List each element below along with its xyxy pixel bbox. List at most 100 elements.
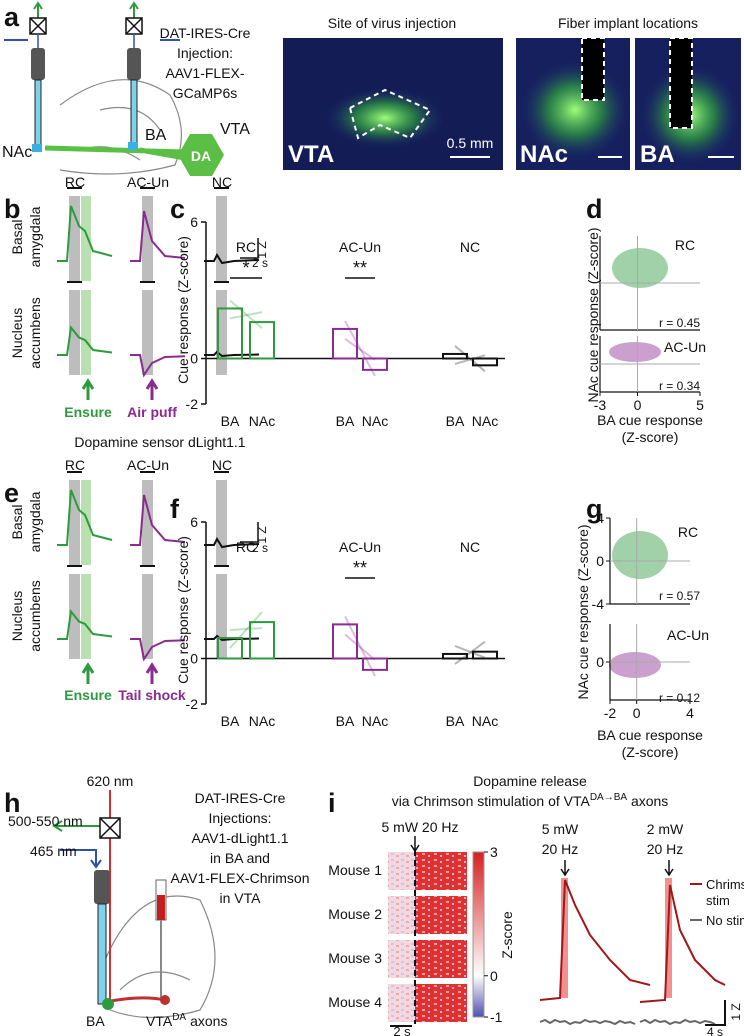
trace [57,325,113,356]
label: r = 0.57 [659,589,700,603]
label: AAV1-FLEX- [165,65,244,81]
shape [325,88,445,148]
label: Ensure [64,404,112,420]
label: RC [675,237,695,253]
pair-line [229,299,263,329]
group: Dopamine sensor dLight1.1 RC AC-Un NC Ba… [9,434,269,703]
label: r = 0.45 [659,316,700,330]
label: NAc cue response (Z-score) [585,227,601,402]
group-label: RC [236,539,256,555]
shape [561,878,568,998]
group [37,34,135,48]
significance: ** [353,558,367,578]
label: 1 Z [729,1003,743,1020]
group-label: NC [460,539,480,555]
shape [388,940,415,978]
shape [160,995,170,1005]
group [29,17,143,35]
cue-window [216,480,227,565]
label: f [170,494,180,524]
pair-line [344,320,376,377]
cue-window [142,290,153,375]
label: AAV1-dLight1.1 [191,830,288,846]
shape [125,17,143,35]
trace [130,638,186,662]
reward-window [81,290,91,375]
x-tick-label: NAc [249,713,275,729]
shape [59,79,183,175]
y-tick-label: 6 [190,514,198,530]
label: 5 mW [542,821,579,837]
label: Ensure [64,687,112,703]
trace [130,494,186,546]
label: Injection: [177,45,233,61]
shape [639,884,726,1003]
x-tick-label: BA [336,413,355,429]
label: NAc cue response (Z-score) [575,524,591,699]
colorbar-tick-label: 3 [490,844,498,860]
bar [472,650,498,660]
shape [581,37,605,101]
shape [612,531,668,579]
bar [332,327,358,360]
label: r = 0.12 [659,691,700,705]
pair-line [344,338,376,361]
cue-window [69,196,80,281]
shape [105,996,166,1004]
label: AC-Un [127,174,169,190]
group: RC r = 0.57 AC-Un r = 0.12 NAc cue respo… [575,510,709,760]
shape [31,48,45,80]
trace [130,354,186,378]
label: accumbens [27,580,43,652]
trace [57,609,113,640]
bar [442,352,468,360]
y-tick-label: 0 [190,351,198,367]
trace [57,205,113,262]
shape [609,652,661,678]
label: 620 nm [87,773,134,789]
pair-line [454,354,486,365]
label: Cue response (Z-score) [175,536,191,684]
group: Cue response (Z-score) -2 0 6 RC * BA NAc AC-Un *… [175,214,505,429]
cue-window [142,574,153,659]
shape [410,836,420,853]
pair-line [229,311,263,320]
label: No stim [706,913,744,928]
label: 2 s [393,1024,411,1036]
group: Mouse 1 Mouse 2 Mouse 3 Mouse 4 2 s Z-sc… [328,844,515,1036]
label: Basal [9,504,25,539]
label: RC [65,457,85,473]
x-tick-label: 0 [634,397,642,413]
label: VTA [220,121,250,138]
shape [472,851,485,1018]
label: c [170,194,185,224]
label: 4 s [707,1025,723,1036]
label: d [586,194,603,224]
shape [609,342,661,362]
label: AAV1-FLEX-Chrimson [170,870,309,886]
shape [34,79,42,147]
shape [127,48,141,80]
label: 465 nm [30,843,77,859]
cue-window [216,196,227,281]
x-tick-label: BA [446,413,465,429]
label: AC-Un [127,457,169,473]
label: amygdala [27,206,43,267]
label: 1 Z [255,241,269,258]
shape [415,896,467,934]
shape [99,817,121,839]
bar [472,357,498,367]
colorbar-tick-label: -1 [490,1009,503,1025]
label: a [4,2,20,32]
trace [57,489,113,546]
reward-window [81,196,91,281]
group [60,849,102,869]
y-tick-label: 0 [190,651,198,667]
trace [130,210,186,262]
cue-window [216,574,227,659]
shape [37,34,135,48]
label: DA→BA [590,792,628,803]
label: Mouse 1 [328,862,382,878]
group-label: RC [236,239,256,255]
x-tick-label: NAc [362,413,388,429]
